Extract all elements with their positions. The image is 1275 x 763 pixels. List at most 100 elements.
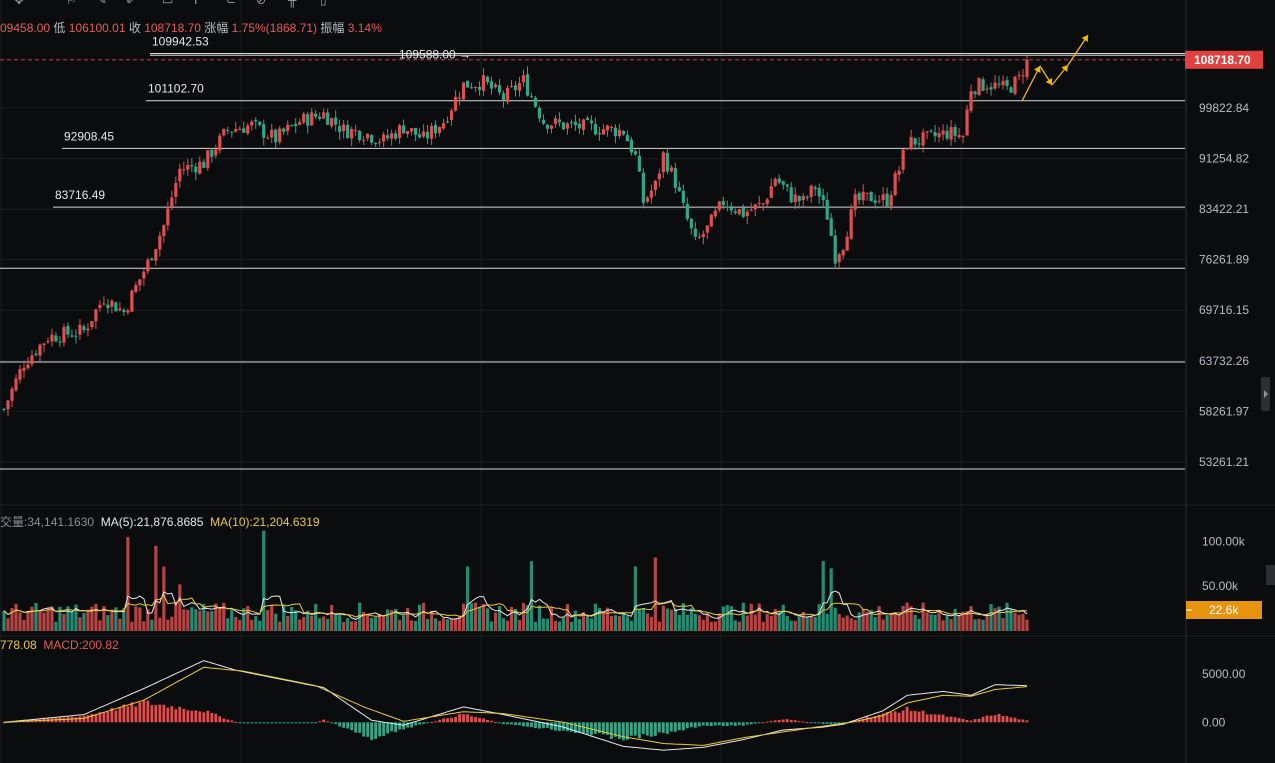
macd-histogram-bar <box>717 722 721 726</box>
volume-bar <box>665 608 669 631</box>
macd-histogram-bar <box>633 722 637 736</box>
candle-body <box>765 199 769 205</box>
candle-body <box>106 304 110 308</box>
macd-dea-line <box>3 666 1028 746</box>
macd-histogram-bar <box>1001 716 1005 723</box>
macd-histogram-bar <box>965 719 969 723</box>
volume-bar <box>354 621 358 631</box>
candle-body <box>198 161 202 174</box>
candle-body <box>905 148 909 150</box>
candle-body <box>681 190 685 203</box>
macd-histogram-bar <box>546 722 549 728</box>
candle-body <box>441 123 446 129</box>
macd-histogram-bar <box>494 721 497 723</box>
text-icon[interactable]: Ⅰ <box>194 0 198 7</box>
candle-body <box>218 135 222 151</box>
level-label-2: 101102.70 <box>148 82 204 96</box>
macd-histogram-bar <box>74 717 78 723</box>
volume-bar <box>74 604 78 631</box>
crosshair-icon[interactable]: ✥ <box>14 0 25 7</box>
candle-body <box>425 131 430 139</box>
macd-histogram-bar <box>973 719 977 723</box>
candle-body <box>589 120 594 124</box>
candle-body <box>238 129 242 131</box>
volume-bar <box>366 614 370 631</box>
macd-histogram-bar <box>102 712 106 723</box>
volume-bar <box>250 619 254 631</box>
magnet-icon[interactable]: ⊂ <box>226 0 237 7</box>
amplitude-value: 3.14% <box>347 21 382 35</box>
volume-bar <box>601 613 606 631</box>
volume-bar <box>533 622 538 631</box>
candle-body <box>937 133 941 138</box>
candle-body <box>1001 81 1005 86</box>
candle-body <box>366 133 370 139</box>
side-panel-handle[interactable] <box>1266 565 1275 585</box>
candle-body <box>693 228 697 237</box>
candle-body <box>302 113 306 123</box>
macd-histogram-bar <box>250 722 254 724</box>
macd-histogram-bar <box>326 721 330 723</box>
macd-histogram-bar <box>578 722 581 734</box>
candle-body <box>322 112 326 119</box>
bookmark-icon[interactable]: ⚐ <box>66 0 77 7</box>
volume-bar <box>969 606 973 631</box>
candle-body <box>98 304 102 309</box>
projection-arrowhead <box>1081 35 1088 42</box>
volume-bar <box>481 604 486 631</box>
candle-body <box>741 207 745 217</box>
volume-bar <box>298 619 302 631</box>
candle-body <box>593 124 598 135</box>
pen-icon[interactable]: ✎ <box>97 0 108 7</box>
brush-icon[interactable]: ✐ <box>126 0 137 7</box>
candle-body <box>166 208 170 226</box>
macd-histogram-bar <box>893 711 897 723</box>
volume-bar <box>725 605 729 631</box>
candle-body <box>849 209 853 239</box>
macd-histogram-bar <box>653 722 657 736</box>
candle-body <box>917 143 921 145</box>
candle-body <box>665 152 669 172</box>
volume-bar <box>1009 609 1013 631</box>
volume-bar <box>433 618 438 631</box>
volume-bar <box>477 607 482 631</box>
volume-bar <box>302 616 306 631</box>
candle-body <box>949 127 953 140</box>
volume-bar <box>489 621 494 631</box>
volume-bar <box>238 619 242 631</box>
macd-histogram-bar <box>785 719 789 723</box>
macd-histogram-bar <box>382 722 386 736</box>
projection-arrowhead <box>1061 65 1068 72</box>
macd-histogram-bar <box>278 722 282 724</box>
volume-bar <box>457 616 462 631</box>
projection-arrows <box>1021 34 1089 102</box>
macd-histogram-bar <box>478 717 481 723</box>
candle-body <box>134 285 138 293</box>
trash-icon[interactable]: ▯ <box>320 0 327 7</box>
macd-histogram-bar <box>430 721 433 723</box>
volume-bar <box>182 609 186 631</box>
volume-bar <box>210 611 214 631</box>
volume-bar <box>869 609 873 631</box>
volume-bar <box>993 608 997 631</box>
volume-bar <box>146 609 150 631</box>
volume-bar <box>290 606 294 631</box>
note-icon[interactable]: ▭ <box>162 0 174 7</box>
candle-body <box>825 200 829 220</box>
macd-histogram-bar <box>1009 717 1013 723</box>
pin-icon[interactable]: ╥ <box>288 0 297 7</box>
candle-body <box>210 149 214 157</box>
macd-histogram-bar <box>410 722 414 728</box>
candle-body <box>841 250 845 256</box>
macd-histogram-bar <box>657 722 661 733</box>
macd-histogram-bar <box>538 722 541 729</box>
volume-bar <box>222 602 226 631</box>
macd-histogram-bar <box>677 722 681 731</box>
candle-body <box>485 76 490 83</box>
volume-bar <box>645 613 649 631</box>
macd-value: MACD:200.82 <box>43 638 119 652</box>
macd-histogram-bar <box>897 712 901 723</box>
panel-collapse-handle[interactable] <box>1261 377 1270 411</box>
ruler-icon[interactable]: ⊘ <box>256 0 267 7</box>
